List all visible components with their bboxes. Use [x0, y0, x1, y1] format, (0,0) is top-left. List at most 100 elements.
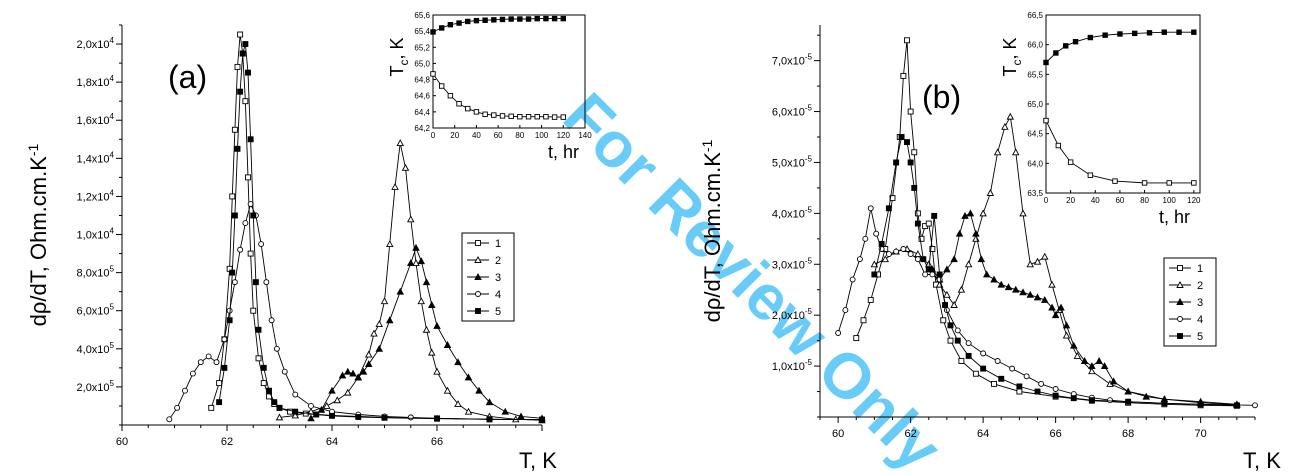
series-2-point — [979, 209, 987, 217]
series-4-point — [1052, 386, 1059, 392]
series-1-point — [231, 126, 238, 133]
legend-label-4: 4 — [495, 289, 501, 301]
inset-x-tick-label: 0 — [1044, 196, 1049, 205]
inset-series-0-point — [1063, 43, 1069, 49]
legend-marker-2 — [1176, 281, 1184, 288]
series-3-point — [1124, 387, 1132, 395]
series-5-point — [247, 136, 254, 143]
series-3-point — [1057, 303, 1065, 311]
inset-series-1-point — [465, 105, 471, 112]
inset-x-tick-label: 100 — [535, 131, 549, 140]
series-2-point — [391, 182, 399, 190]
series-5-point — [271, 399, 278, 406]
y-tick-label: 1,2x104 — [77, 188, 115, 203]
series-2-point — [322, 402, 331, 409]
series-2-point — [943, 290, 951, 298]
series-5-point — [947, 322, 954, 329]
inset-series-0-point — [482, 17, 488, 23]
x-tick-label: 60 — [832, 428, 844, 440]
series-3-point — [1069, 341, 1078, 349]
series-1-point — [918, 235, 925, 242]
x-tick-label: 66 — [431, 436, 443, 448]
inset-series-1-point — [473, 109, 480, 115]
x-axis-label: T, K — [1243, 448, 1281, 473]
series-2-point — [993, 148, 1002, 156]
inset-y-tick-label: 65,0 — [1027, 100, 1043, 109]
inset-series-1-point — [456, 101, 462, 107]
series-4-point — [242, 220, 249, 227]
series-3-point — [427, 301, 436, 308]
x-tick-label: 62 — [221, 436, 233, 448]
series-2-point — [375, 320, 384, 327]
series-4-point — [1107, 397, 1113, 404]
inset-x-tick-label: 80 — [1140, 196, 1149, 205]
inset-y-tick-label: 65,4 — [414, 27, 430, 36]
series-3-point — [1026, 290, 1035, 298]
series-3-point — [349, 369, 357, 377]
inset-series-0-point — [447, 21, 454, 28]
inset-series-1-point — [551, 114, 558, 120]
series-4-point — [907, 251, 914, 258]
series-2-point — [1006, 112, 1015, 120]
series-1-point — [247, 250, 254, 257]
series-1-point — [889, 195, 896, 202]
series-5-point — [234, 145, 241, 152]
series-5-point — [329, 412, 335, 419]
inset-series-1-point — [1055, 142, 1062, 149]
inset-frame — [432, 14, 586, 129]
series-2-point — [443, 386, 452, 394]
series-2-point — [464, 407, 473, 415]
series-5-point — [954, 337, 961, 344]
series-2-point — [1026, 260, 1035, 268]
series-3-point — [517, 412, 525, 420]
series-5-point — [226, 317, 233, 324]
inset-series-0-point — [543, 15, 549, 22]
series-5-point — [1034, 388, 1041, 395]
series-4-point — [189, 370, 196, 377]
series-2-point — [1019, 209, 1027, 217]
inset-series-0-point — [438, 25, 445, 31]
inset-series-1 — [430, 71, 566, 120]
series-3-point — [464, 373, 473, 381]
series-2-point — [401, 163, 410, 171]
series-4-point — [873, 230, 880, 237]
inset-series-1-point — [1191, 180, 1197, 186]
series-2-point — [1088, 367, 1096, 375]
series-4-point — [308, 403, 314, 409]
series-2-point — [380, 297, 389, 305]
inset-series-0-point — [525, 16, 532, 22]
series-1-point — [929, 246, 936, 252]
inset-x-tick-label: 20 — [450, 131, 459, 140]
series-5-point — [229, 269, 236, 276]
series-3-point — [982, 270, 991, 278]
inset-y-tick-label: 65,6 — [414, 11, 430, 20]
series-5-point — [355, 414, 362, 420]
inset-y-tick-label: 64,6 — [414, 92, 430, 101]
series-2-point — [914, 250, 922, 258]
inset-series-0-point — [1146, 30, 1153, 36]
inset-y-tick-label: 64,5 — [1027, 130, 1043, 139]
series-1-point — [255, 355, 262, 362]
series-2-point — [986, 189, 995, 196]
inset-series-1-point — [1087, 172, 1094, 178]
series-1-point — [208, 404, 215, 411]
y-tick-label: 1,0x10-5 — [772, 358, 813, 373]
series-5-point — [486, 416, 493, 423]
legend-label-5: 5 — [1197, 331, 1203, 343]
series-1-point — [250, 307, 257, 314]
series-5-point — [276, 404, 283, 411]
series-5-point — [539, 416, 545, 423]
inset-y-tick-label: 64,8 — [414, 76, 430, 85]
legend-marker-4 — [475, 291, 481, 297]
inset-y-axis-label: Tc, K — [1000, 37, 1024, 76]
legend-label-5: 5 — [495, 306, 501, 318]
inset-y-tick-label: 66,0 — [1027, 41, 1043, 50]
series-4-point — [268, 317, 275, 324]
inset-series-1-point — [438, 83, 445, 89]
series-2-point — [454, 400, 462, 407]
series-4-point — [867, 205, 874, 212]
series-3-point — [338, 371, 347, 379]
inset-y-tick-label: 65,2 — [414, 43, 430, 52]
series-2-point — [511, 415, 520, 423]
inset-series-0 — [430, 15, 566, 35]
